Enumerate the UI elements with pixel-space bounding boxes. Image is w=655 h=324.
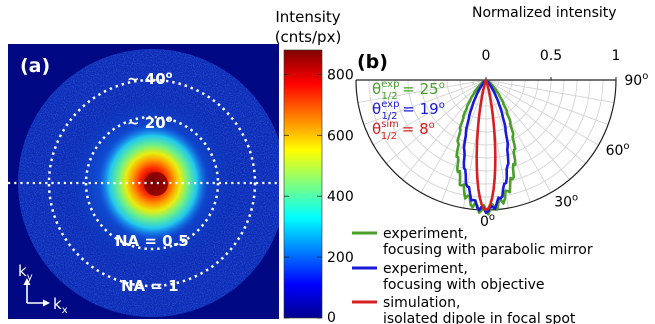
polar-panel: (b) Normalized intensity 0 0.5 1 30o 60o 90o 0… [352, 5, 648, 324]
na-circle-inner [84, 115, 220, 251]
colorbar-tick-label: 400 [327, 189, 354, 205]
colorbar-tick-label: 600 [327, 128, 354, 144]
legend-label-1-line1: experiment, [383, 226, 468, 242]
legend-label-2-line1: experiment, [383, 261, 468, 277]
heatmap-panel: (a) ~ 40o ~ 20o NA = 0.5 NA = 1 ky kx [8, 44, 279, 319]
polar-ring [407, 79, 565, 159]
polar-ring [420, 79, 552, 146]
radial-tick-label: 1 [612, 48, 621, 64]
colorbar: Intensity (cnts/px) 0 200 400 600 800 [275, 8, 354, 324]
polar-ring [433, 79, 539, 133]
polar-ring [472, 79, 500, 94]
angle-tick-label: 90o [624, 71, 648, 89]
colorbar-title-line1: Intensity [275, 8, 340, 26]
polar-title: Normalized intensity [472, 5, 617, 21]
inner-angle-label: ~ 20o [127, 114, 173, 132]
theta-label-3: θsim 1/2 = 8o [372, 119, 435, 142]
kx-axis-label: kx [53, 295, 68, 316]
polar-ring [368, 79, 604, 198]
legend-label-1-line2: focusing with parabolic mirror [383, 242, 593, 258]
legend-label-3-line1: simulation, [383, 295, 460, 311]
colorbar-tick-label: 800 [327, 67, 354, 83]
colorbar-tick-label: 0 [327, 310, 336, 324]
na-outer-label: NA = 1 [121, 277, 179, 295]
na-inner-label: NA = 0.5 [115, 232, 189, 250]
theta-label-2: θexp 1/2 = 19o [372, 99, 445, 122]
legend-label-3-line2: isolated dipole in focal spot [383, 311, 576, 324]
panel-a-label: (a) [20, 55, 50, 77]
outer-angle-label: ~ 40o [127, 70, 173, 88]
theta-label-1: θexp 1/2 = 25o [372, 79, 445, 102]
polar-curve-3 [475, 78, 497, 212]
radial-tick-label: 0 [482, 48, 491, 64]
angle-tick-label: 30o [554, 193, 578, 211]
polar-ring [394, 79, 578, 172]
ky-axis-label: ky [18, 262, 33, 283]
angle-tick-label: 60o [606, 141, 630, 159]
polar-ring [459, 79, 513, 107]
polar-ring [446, 79, 526, 120]
colorbar-tick-label: 200 [327, 250, 354, 266]
polar-ring [381, 79, 591, 185]
panel-b-label: (b) [357, 51, 388, 73]
radial-tick-label: 0.5 [540, 48, 562, 64]
na-circle-outer [47, 78, 257, 288]
legend-label-2-line2: focusing with objective [383, 277, 545, 293]
k-axes-indicator: ky kx [18, 262, 68, 316]
emission-spot-core [144, 172, 168, 196]
colorbar-title-line2: (cnts/px) [275, 28, 342, 46]
zero-angle-label: 0o [480, 212, 495, 230]
colorbar-gradient [283, 49, 323, 319]
